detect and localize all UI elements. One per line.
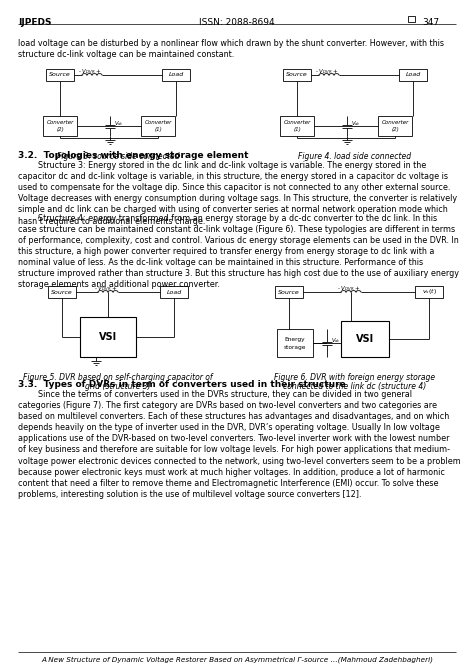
Bar	[277, 329, 313, 357]
Text: Load: Load	[405, 72, 420, 78]
Text: $V_{dc}$: $V_{dc}$	[331, 336, 341, 346]
Bar	[48, 286, 76, 298]
Text: Converter: Converter	[283, 119, 310, 125]
Text: Source: Source	[286, 72, 308, 78]
Text: $V_{dc}$: $V_{dc}$	[351, 119, 361, 129]
Text: Source: Source	[51, 289, 73, 295]
Text: IJPEDS: IJPEDS	[18, 18, 52, 27]
Text: storage: storage	[284, 344, 306, 350]
Text: Since the terms of converters used in the DVRs structure, they can be divided in: Since the terms of converters used in th…	[18, 390, 461, 499]
Bar	[341, 321, 389, 357]
Text: Figure 5. DVR based on self-charging capacitor of: Figure 5. DVR based on self-charging cap…	[23, 373, 213, 382]
Text: Converter: Converter	[381, 119, 409, 125]
Text: Converter: Converter	[144, 119, 172, 125]
Bar	[408, 16, 415, 22]
Text: (2): (2)	[391, 127, 399, 133]
Text: Converter: Converter	[46, 119, 73, 125]
Text: Figure 4. load side connected: Figure 4. load side connected	[299, 152, 411, 161]
Text: Source: Source	[49, 72, 71, 78]
Text: Structure 4: energy transformed from an energy storage by a dc-dc converter to t: Structure 4: energy transformed from an …	[18, 214, 459, 289]
Text: 347: 347	[422, 18, 439, 27]
Text: 3.2.  Topologies with energy storage element: 3.2. Topologies with energy storage elem…	[18, 151, 248, 160]
Text: $V_{dc}$: $V_{dc}$	[114, 119, 124, 129]
Text: Source: Source	[278, 289, 300, 295]
Text: load voltage can be disturbed by a nonlinear flow which drawn by the shunt conve: load voltage can be disturbed by a nonli…	[18, 39, 444, 59]
Text: Figure 6. DVR with foreign energy storage: Figure 6. DVR with foreign energy storag…	[274, 373, 436, 382]
Text: - $V_{DVR}$ +: - $V_{DVR}$ +	[94, 284, 118, 293]
Bar	[378, 116, 412, 136]
Text: 3.3.  Types of DVRs in term of converters used in their structure: 3.3. Types of DVRs in term of converters…	[18, 380, 346, 389]
Text: Energy: Energy	[285, 336, 305, 342]
Text: - $V_{DVR}$ +: - $V_{DVR}$ +	[78, 67, 102, 76]
Text: Figure 3. source side connected: Figure 3. source side connected	[57, 152, 179, 161]
Bar	[160, 286, 188, 298]
Text: ISSN: 2088-8694: ISSN: 2088-8694	[199, 18, 275, 27]
Text: VSI: VSI	[99, 332, 117, 342]
Bar	[283, 69, 311, 81]
Text: (2): (2)	[56, 127, 64, 133]
Text: Load: Load	[168, 72, 183, 78]
Text: (1): (1)	[154, 127, 162, 133]
Bar	[43, 116, 77, 136]
Bar	[141, 116, 175, 136]
Text: A New Structure of Dynamic Voltage Restorer Based on Asymmetrical Γ-source …(Mah: A New Structure of Dynamic Voltage Resto…	[41, 656, 433, 663]
Bar	[415, 286, 443, 298]
Text: (1): (1)	[293, 127, 301, 133]
Text: VSI: VSI	[356, 334, 374, 344]
Bar	[162, 69, 190, 81]
Text: Load: Load	[166, 289, 182, 295]
Bar	[46, 69, 74, 81]
Bar	[399, 69, 427, 81]
Bar	[80, 317, 136, 357]
Text: - $V_{DVR}$ +: - $V_{DVR}$ +	[315, 67, 339, 76]
Bar	[275, 286, 303, 298]
Text: grid (structure 3): grid (structure 3)	[85, 382, 151, 391]
Text: Structure 3: Energy stored in the dc link and dc-link voltage is variable. The e: Structure 3: Energy stored in the dc lin…	[18, 161, 457, 226]
Bar	[280, 116, 314, 136]
Text: $v_s(t)$: $v_s(t)$	[421, 287, 437, 297]
Text: connected to the link dc (structure 4): connected to the link dc (structure 4)	[283, 382, 427, 391]
Text: - $V_{DVR}$ +: - $V_{DVR}$ +	[337, 284, 361, 293]
